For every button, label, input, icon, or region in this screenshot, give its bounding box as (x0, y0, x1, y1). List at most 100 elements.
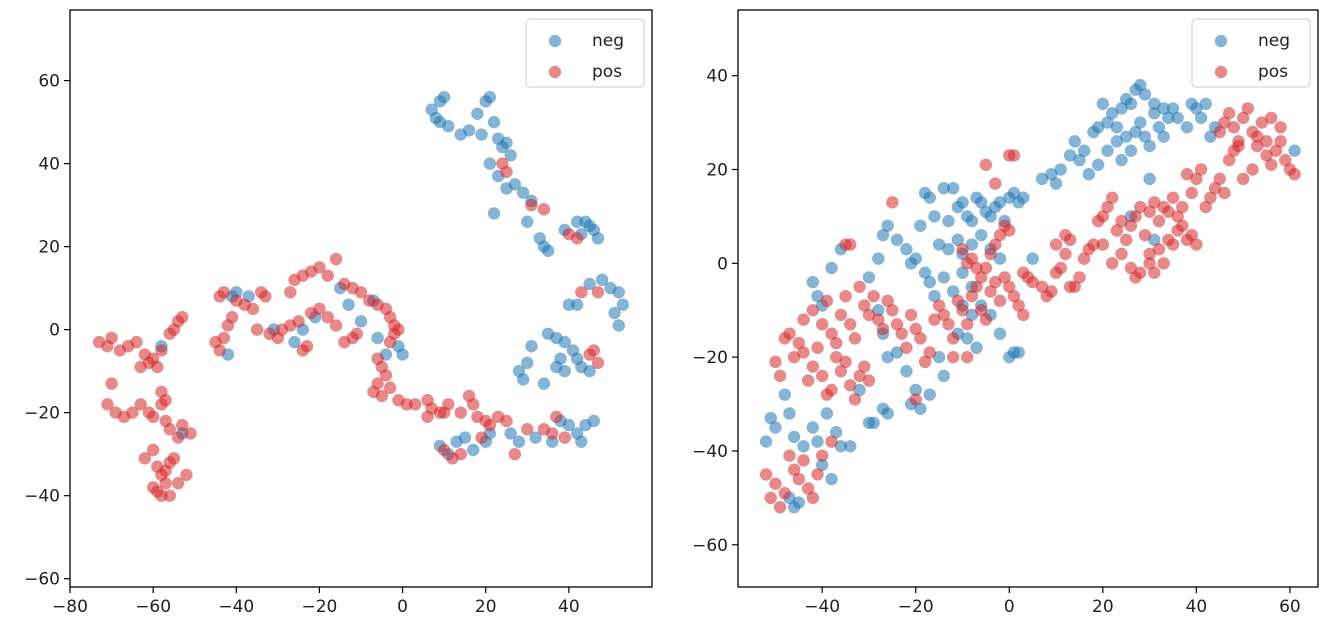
data-point-neg (437, 90, 451, 104)
series-pos (759, 102, 1301, 514)
data-point-pos (159, 394, 172, 407)
data-point-pos (984, 285, 997, 298)
data-point-pos (475, 431, 488, 444)
data-point-pos (1105, 257, 1119, 270)
data-point-neg (946, 182, 960, 195)
data-point-pos (773, 501, 787, 514)
data-point-pos (570, 232, 584, 245)
data-point-neg (1204, 130, 1217, 143)
data-point-pos (918, 355, 932, 369)
data-point-neg (900, 243, 913, 256)
y-tick-label: 40 (38, 155, 60, 175)
data-point-pos (839, 289, 852, 303)
data-point-neg (825, 472, 838, 486)
data-point-neg (830, 426, 843, 439)
data-point-neg (834, 440, 848, 453)
data-point-pos (134, 398, 147, 411)
data-point-pos (246, 302, 260, 316)
data-point-pos (1227, 121, 1241, 134)
x-tick-label: 40 (1186, 597, 1208, 617)
data-point-neg (1073, 153, 1086, 167)
data-point-neg (512, 435, 526, 448)
data-point-pos (1017, 308, 1030, 322)
data-point-pos (329, 252, 343, 266)
data-point-pos (1101, 200, 1114, 214)
data-point-pos (1176, 200, 1189, 214)
data-point-pos (1143, 257, 1156, 270)
data-point-neg (1171, 111, 1184, 125)
data-point-pos (1208, 182, 1222, 195)
data-point-pos (1134, 266, 1147, 279)
data-point-pos (184, 427, 197, 440)
data-point-neg (504, 427, 517, 440)
data-point-neg (787, 430, 801, 444)
data-point-pos (825, 327, 838, 340)
data-point-neg (342, 298, 355, 311)
data-point-neg (1129, 125, 1142, 139)
data-point-pos (1232, 135, 1245, 148)
x-tick-label: −20 (301, 597, 337, 617)
data-point-neg (1157, 102, 1170, 115)
data-point-neg (1199, 97, 1212, 111)
data-point-pos (862, 308, 876, 322)
data-point-pos (965, 252, 979, 265)
data-point-neg (909, 383, 922, 397)
data-point-pos (764, 491, 777, 505)
data-point-pos (1166, 191, 1180, 204)
data-point-neg (956, 196, 969, 209)
data-point-pos (848, 332, 862, 345)
legend-label-pos: pos (1258, 62, 1288, 82)
data-point-neg (942, 243, 955, 256)
data-point-neg (1110, 135, 1124, 148)
data-point-pos (797, 313, 810, 326)
data-point-neg (616, 298, 630, 311)
data-point-pos (213, 290, 226, 303)
data-point-pos (437, 443, 451, 457)
data-point-pos (989, 275, 1002, 289)
data-point-neg (951, 233, 965, 247)
data-point-neg (558, 335, 571, 349)
data-point-pos (1194, 163, 1208, 176)
data-point-pos (975, 304, 988, 317)
data-point-pos (979, 261, 993, 275)
data-point-pos (1077, 252, 1091, 265)
data-point-pos (783, 327, 796, 340)
data-point-neg (928, 289, 941, 303)
data-point-neg (442, 120, 455, 133)
data-point-pos (928, 313, 941, 326)
data-point-pos (960, 350, 974, 364)
data-point-neg (1138, 130, 1152, 143)
data-point-pos (1073, 271, 1086, 284)
data-point-pos (375, 389, 388, 403)
data-point-neg (504, 149, 517, 162)
data-point-neg (811, 435, 824, 448)
data-point-pos (521, 423, 534, 436)
data-point-pos (180, 468, 193, 482)
data-point-neg (942, 214, 955, 228)
data-point-pos (176, 310, 189, 324)
data-point-neg (853, 383, 866, 397)
data-point-pos (250, 323, 264, 336)
data-point-pos (213, 344, 226, 357)
data-point-neg (1138, 88, 1152, 101)
data-point-pos (1176, 219, 1189, 232)
data-point-pos (825, 435, 838, 448)
data-point-pos (1152, 214, 1166, 228)
data-point-pos (858, 299, 871, 312)
data-point-pos (500, 414, 513, 428)
y-tick-label: −20 (692, 348, 728, 368)
data-point-neg (872, 304, 885, 317)
data-point-pos (1003, 280, 1016, 293)
data-point-pos (876, 322, 890, 336)
data-point-pos (1265, 111, 1278, 125)
data-point-pos (1063, 233, 1077, 247)
x-tick-label: 0 (397, 597, 408, 617)
data-point-pos (1288, 167, 1301, 181)
legend: neg pos (1191, 18, 1311, 88)
data-point-pos (1204, 191, 1217, 204)
data-point-pos (1236, 111, 1250, 125)
x-tick-label: 0 (1004, 597, 1015, 617)
data-point-pos (787, 350, 801, 364)
data-point-neg (872, 252, 885, 265)
data-point-pos (979, 158, 993, 171)
